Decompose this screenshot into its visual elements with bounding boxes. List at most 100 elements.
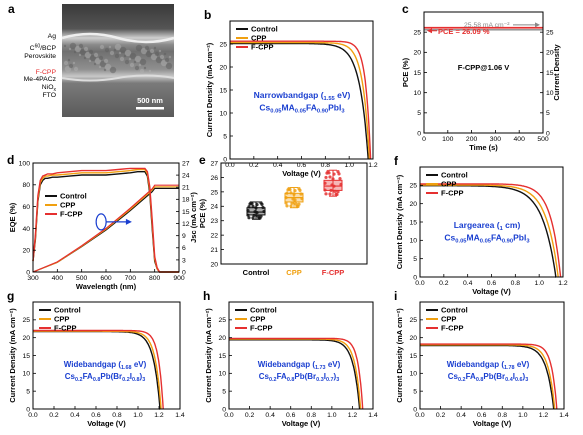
x-tick-label: 0.4 xyxy=(456,412,466,419)
x-axis-label: Time (s) xyxy=(469,143,498,152)
x-tick-label: 1.2 xyxy=(154,412,164,419)
panel-letter: f xyxy=(394,154,399,168)
data-point xyxy=(289,204,293,208)
x-tick-label: 200 xyxy=(466,136,478,143)
sem-grain xyxy=(67,58,71,62)
x-axis-label: Voltage (V) xyxy=(282,169,321,178)
y-tick-label: 60 xyxy=(22,204,30,211)
sem-grain xyxy=(149,48,155,54)
y-tick-label: 5 xyxy=(26,389,30,396)
panel-letter: i xyxy=(394,289,397,303)
data-point xyxy=(337,172,341,176)
sem-grain xyxy=(129,62,135,68)
sem-grain xyxy=(133,60,137,64)
y-right-axis-label: Current Density xyxy=(552,44,561,101)
y-tick-label: 15 xyxy=(219,87,227,94)
layer-label-5: NiOx xyxy=(42,84,57,93)
sem-grain xyxy=(114,53,120,59)
y-tick-label: 10 xyxy=(409,371,417,378)
data-point xyxy=(246,209,250,213)
data-point xyxy=(289,191,293,195)
x-axis-label: Voltage (V) xyxy=(282,419,321,428)
y-tick-label: 20 xyxy=(210,261,218,268)
x-tick-label: 1.4 xyxy=(175,412,185,419)
y-axis-label: Current Density (mA cm⁻²) xyxy=(8,308,17,403)
jv-curve-cpp xyxy=(420,184,559,278)
y-tick-label: 0 xyxy=(222,406,226,413)
jv-curve-f-cpp xyxy=(230,40,372,160)
y-tick-label: 25 xyxy=(409,317,417,324)
sem-grain xyxy=(143,66,147,70)
y-tick-label: 15 xyxy=(409,353,417,360)
sem-grain xyxy=(163,52,167,56)
y-right-tick-label: 15 xyxy=(182,209,190,216)
jv-curve-f-cpp xyxy=(420,183,562,278)
x-tick-label: 400 xyxy=(514,136,526,143)
y-right-tick-label: 21 xyxy=(182,185,190,192)
sem-grain xyxy=(124,49,132,57)
y-tick-label: 22 xyxy=(210,233,218,240)
data-point xyxy=(339,182,343,187)
y-tick-label: 0 xyxy=(26,269,30,276)
x-tick-label: 1.2 xyxy=(539,412,549,419)
sem-grain xyxy=(139,68,145,74)
data-point xyxy=(250,202,254,206)
y-right-tick-label: 25 xyxy=(546,30,554,37)
panel-e: 20 21 22 23 24 25 26 27 PCE (%) e Control CPP F-CPP xyxy=(198,153,368,277)
y-tick-label: 20 xyxy=(409,335,417,342)
y-right-axis-label: Jsc (mA cm⁻²) xyxy=(189,192,198,243)
plot-frame xyxy=(32,162,180,273)
sem-grain xyxy=(135,44,143,52)
y-right-tick-label: 5 xyxy=(546,110,550,117)
sem-grain xyxy=(123,54,127,58)
y-tick-label: 25 xyxy=(413,30,421,37)
x-tick-label: 0.4 xyxy=(273,162,283,169)
x-axis-label: Voltage (V) xyxy=(473,419,512,428)
panel-d: 300 400 500 600 700 800 9000204060801000369121… xyxy=(7,153,198,291)
layer-label-1: C60/BCP xyxy=(30,44,57,53)
x-tick-label: 900 xyxy=(173,275,185,282)
data-point xyxy=(251,216,255,220)
sem-grain xyxy=(138,63,142,67)
data-point xyxy=(246,213,250,217)
data-point xyxy=(300,197,304,201)
annotation-title: Widebandgap (1.73​ eV) xyxy=(258,360,341,371)
y-tick-label: 10 xyxy=(409,238,417,245)
sem-grain xyxy=(165,62,173,70)
data-point xyxy=(253,210,257,214)
sem-grain xyxy=(104,63,112,71)
jsc-curve-f-cpp xyxy=(32,184,179,273)
sem-grain xyxy=(73,50,77,54)
y-tick-label: 0 xyxy=(223,156,227,163)
data-point xyxy=(293,188,297,193)
annotation-title: Largearea (1​ cm) xyxy=(454,220,521,232)
y-axis-label: EQE (%) xyxy=(8,202,17,232)
sem-grain xyxy=(63,60,69,66)
x-tick-label: 0.6 xyxy=(297,162,307,169)
y-right-tick-label: 27 xyxy=(182,160,190,167)
layer-label-6: FTO xyxy=(43,92,56,99)
x-tick-label: 0.0 xyxy=(28,412,38,419)
y-tick-label: 15 xyxy=(218,353,226,360)
sem-image xyxy=(62,4,174,117)
sem-grain xyxy=(144,45,150,51)
data-point xyxy=(254,206,258,210)
panel-h: 0.0 0.2 0.4 0.6 0.8 1.0 1.2 1.4 0 5 10 15 20 25 Voltag… xyxy=(203,289,378,428)
x-tick-label: 0.0 xyxy=(415,280,425,287)
data-point xyxy=(324,192,328,196)
y-right-tick-label: 9 xyxy=(182,233,186,240)
sem-grain xyxy=(134,55,142,63)
sem-grain xyxy=(69,42,77,50)
data-point xyxy=(262,209,266,214)
sem-grain xyxy=(129,52,137,60)
data-point xyxy=(328,175,332,179)
jv-curve-control xyxy=(33,330,161,410)
jsc-arrow-icon xyxy=(535,22,540,28)
sem-grain xyxy=(83,46,89,52)
y-tick-label: 27 xyxy=(210,160,218,167)
y-tick-label: 25 xyxy=(218,317,226,324)
y-axis-label: Current Density (mA cm⁻²) xyxy=(205,42,214,137)
data-point xyxy=(331,177,335,181)
y-tick-label: 40 xyxy=(22,226,30,233)
annotation-title: Widebandgap (1.78​ eV) xyxy=(447,360,530,371)
